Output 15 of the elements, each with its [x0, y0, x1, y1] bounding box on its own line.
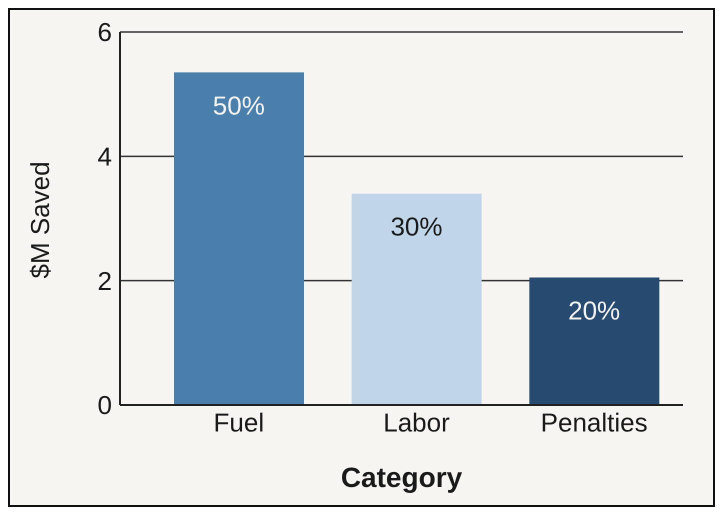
x-tick-label: Labor [383, 407, 450, 438]
bar [174, 72, 304, 405]
x-tick-label: Fuel [214, 407, 264, 438]
y-tick-label: 2 [98, 266, 112, 296]
bar [352, 194, 482, 405]
annotation: 20% [568, 296, 620, 326]
x-tick-label: Penalties [540, 407, 648, 438]
x-axis-title: Category [340, 462, 463, 493]
bar [529, 278, 660, 405]
y-axis-title: $M Saved [25, 161, 56, 278]
annotation: 30% [390, 212, 443, 242]
y-tick-label: 0 [98, 390, 112, 420]
annotation: 50% [212, 90, 265, 120]
y-tick-label: 6 [98, 17, 112, 48]
y-tick-label: 4 [98, 142, 112, 172]
